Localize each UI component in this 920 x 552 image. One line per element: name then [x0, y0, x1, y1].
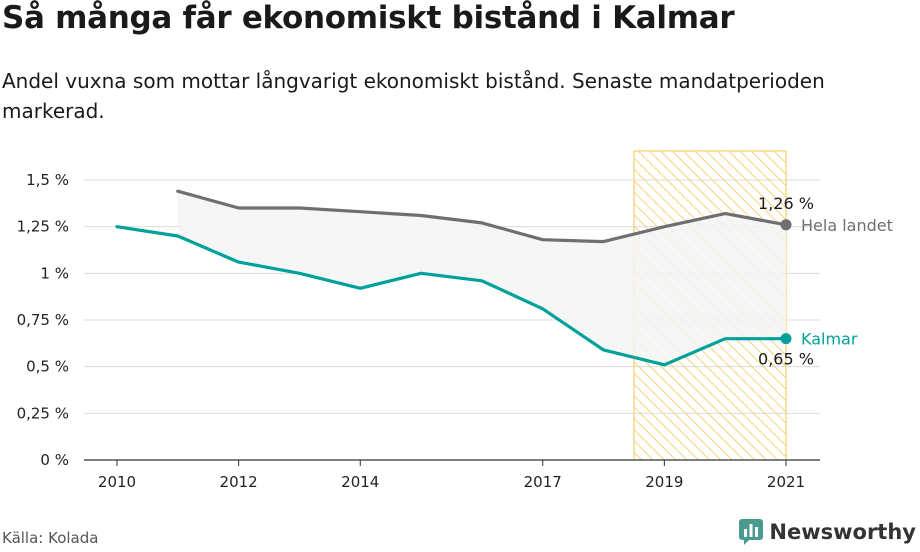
brand-logo: Newsworthy: [738, 518, 916, 546]
y-tick-label: 1 %: [40, 264, 69, 282]
chart-title: Så många får ekonomiskt bistånd i Kalmar: [2, 0, 735, 36]
source-note: Källa: Kolada: [2, 529, 99, 547]
series-line-kalmar: [115, 225, 788, 367]
x-tick-label: 2012: [220, 473, 258, 491]
y-tick-label: 0,75 %: [17, 311, 69, 329]
x-tick-label: 2019: [645, 473, 683, 491]
series-value-label: 1,26 %: [758, 194, 814, 213]
series-value-label: 0,65 %: [758, 350, 814, 369]
y-tick-label: 1,25 %: [17, 218, 69, 236]
y-tick-label: 0 %: [40, 451, 69, 469]
series-name-label: Kalmar: [801, 330, 858, 349]
x-tick-label: 2010: [98, 473, 136, 491]
x-tick-label: 2021: [767, 473, 805, 491]
newsworthy-logo-icon: [739, 519, 764, 545]
y-tick-label: 1,5 %: [26, 171, 69, 189]
series-line-hela-landet: [176, 189, 788, 244]
chart-subtitle: Andel vuxna som mottar långvarigt ekonom…: [2, 69, 825, 123]
x-tick-label: 2017: [524, 473, 562, 491]
y-tick-label: 0,5 %: [26, 358, 69, 376]
series-end-point: [780, 219, 792, 231]
y-tick-label: 0,25 %: [17, 404, 69, 422]
series-name-label: Hela landet: [801, 216, 893, 235]
series-end-point: [780, 333, 792, 345]
brand-name: Newsworthy: [769, 520, 916, 544]
x-tick-label: 2014: [341, 473, 379, 491]
